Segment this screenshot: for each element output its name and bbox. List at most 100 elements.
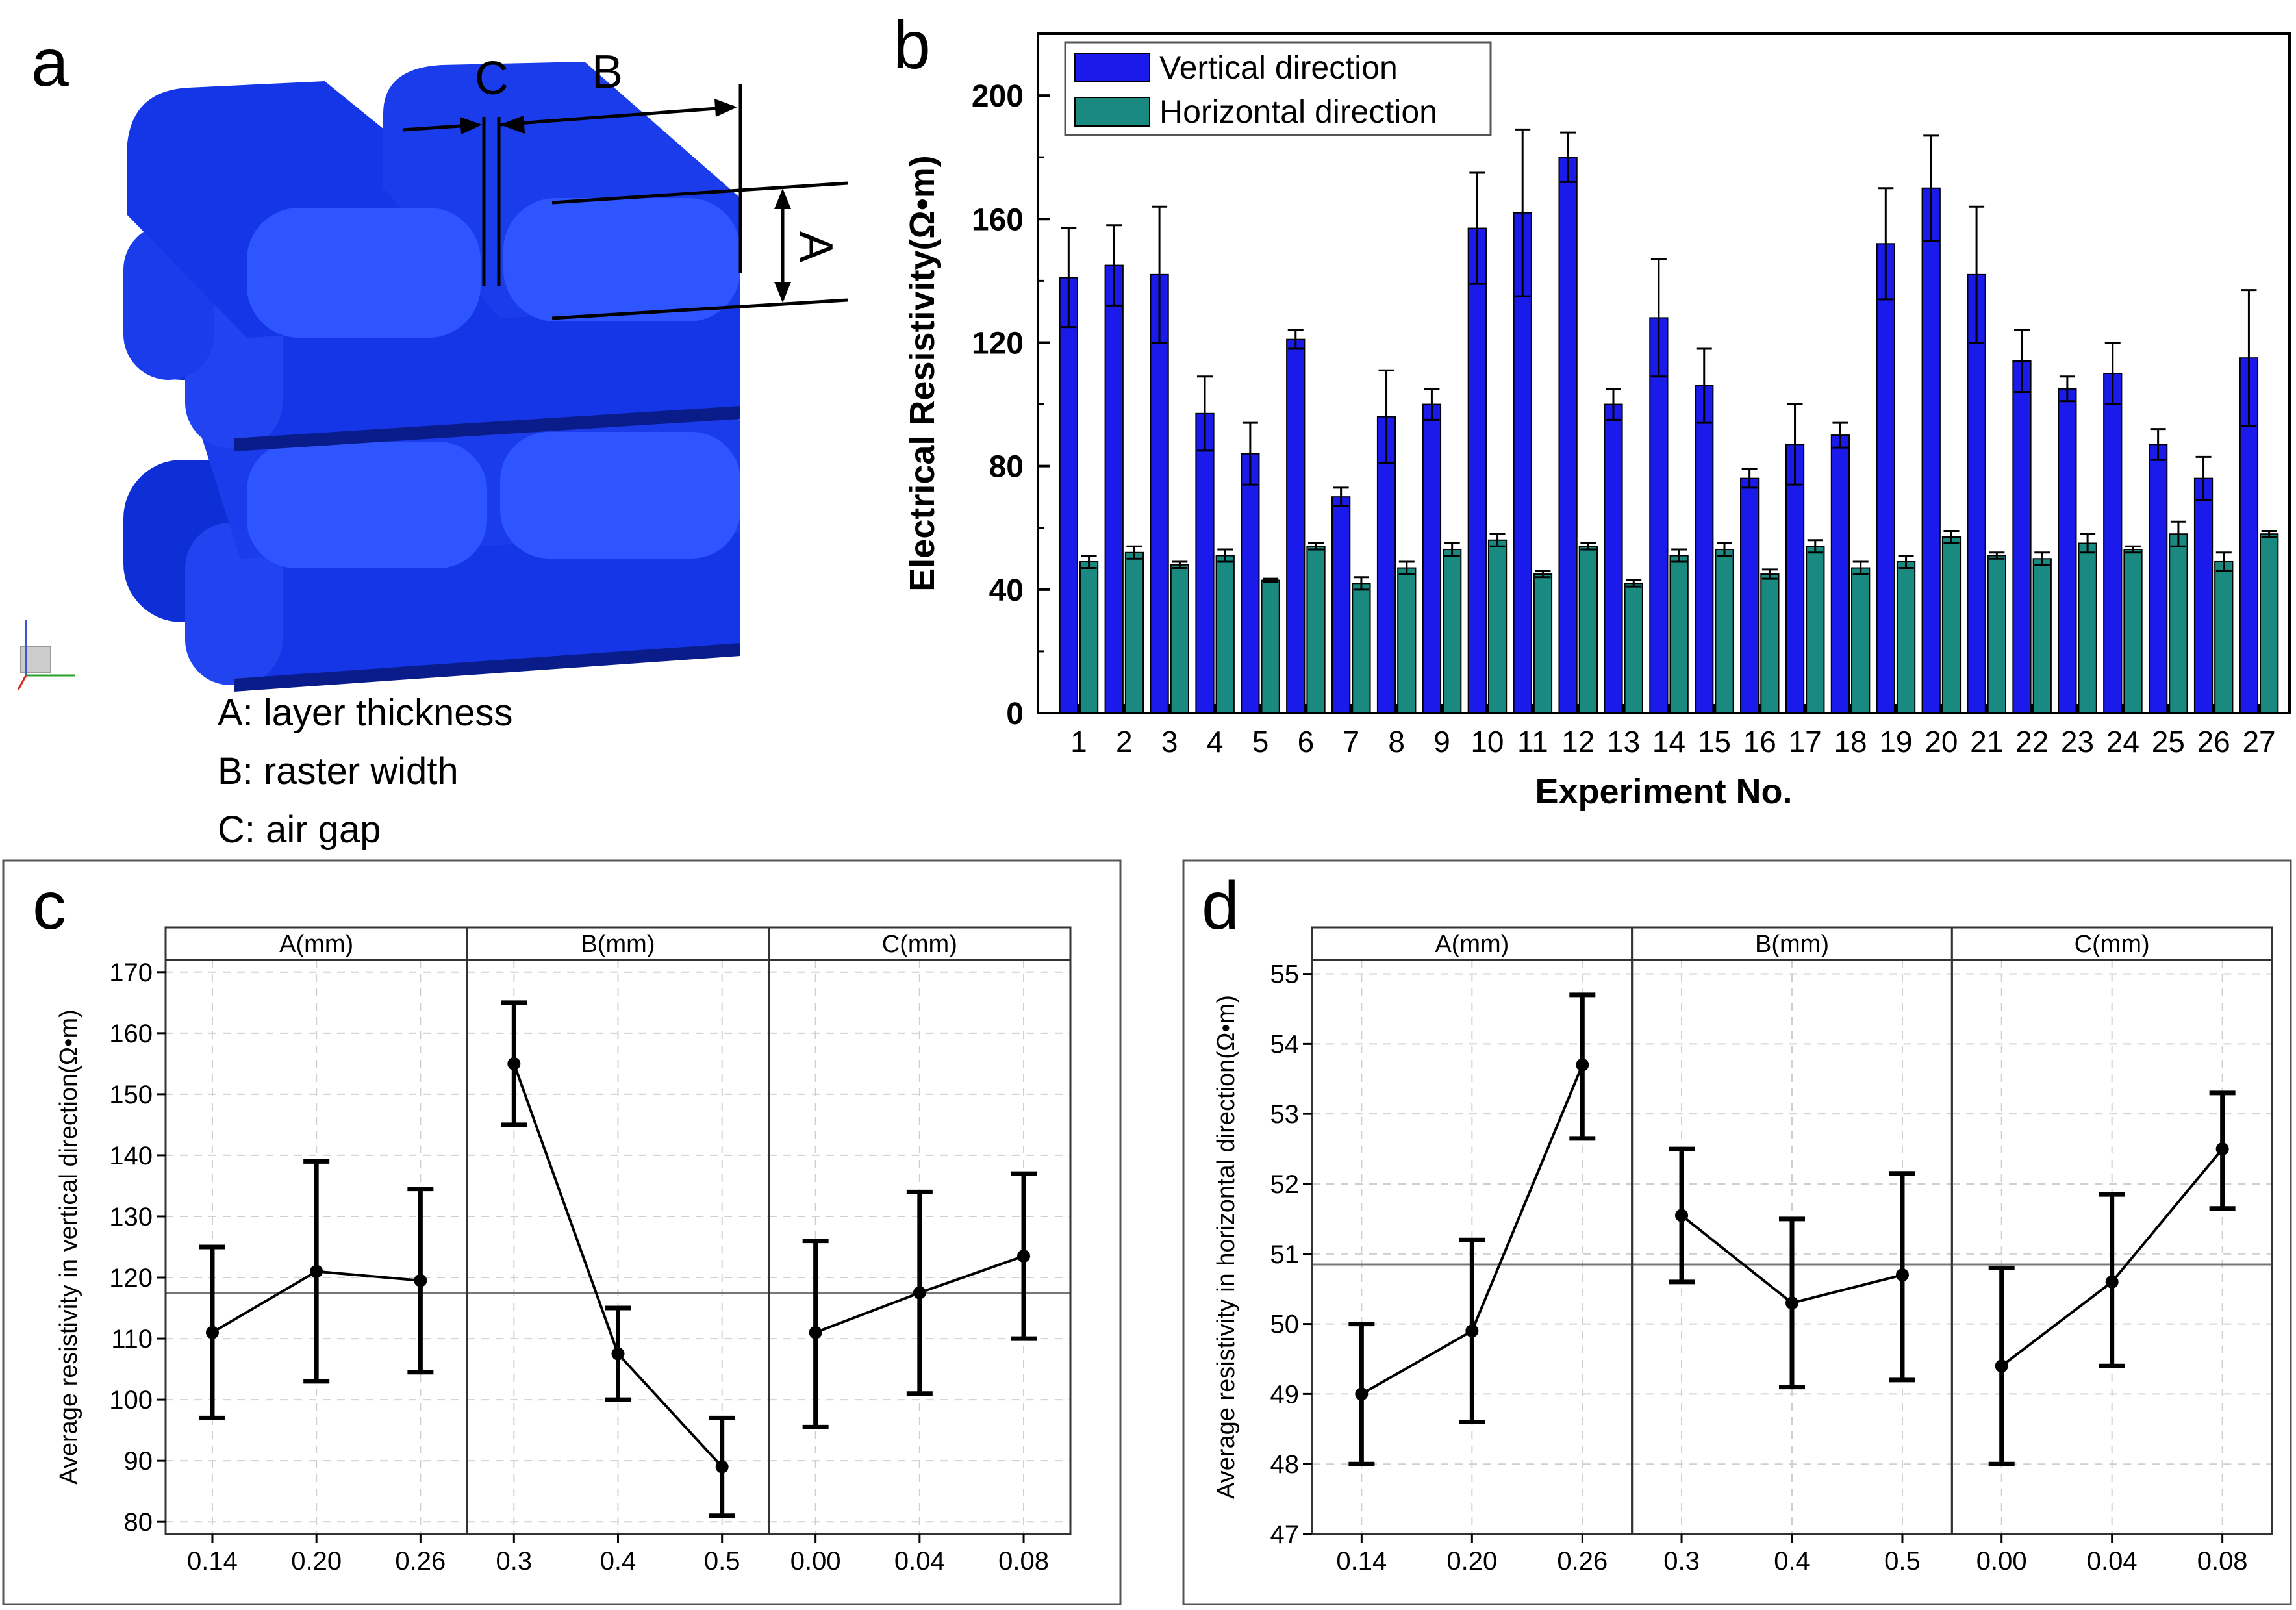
bar-vertical	[1695, 385, 1714, 714]
y-tick-label: 160	[109, 1020, 153, 1048]
facet-title: A(mm)	[1435, 931, 1509, 958]
x-tick-label: 0.04	[894, 1547, 945, 1576]
bar-horizontal	[1306, 546, 1326, 714]
mean-point	[1576, 1058, 1589, 1072]
raster-bottom-shadow	[234, 643, 740, 692]
bar-vertical	[1286, 338, 1306, 714]
x-tick-label: 0.5	[1884, 1547, 1921, 1576]
y-tick-label: 40	[989, 573, 1024, 608]
y-tick-label: 90	[124, 1447, 153, 1476]
facet-title: C(mm)	[882, 931, 957, 958]
x-tick-label: 19	[1879, 725, 1912, 759]
mean-point	[1465, 1324, 1479, 1338]
bar-vertical	[1921, 187, 1941, 714]
x-tick-label: 4	[1207, 725, 1224, 759]
mean-point	[715, 1460, 729, 1474]
y-tick-label: 52	[1270, 1170, 1300, 1199]
facet-title: B(mm)	[1755, 931, 1829, 958]
bar-horizontal	[1806, 546, 1825, 714]
legend-swatch-vertical	[1074, 53, 1150, 82]
mean-point	[1785, 1296, 1798, 1310]
y-tick-label: 47	[1270, 1520, 1300, 1549]
y-tick-label: 80	[989, 450, 1024, 484]
bar-vertical	[2149, 444, 2168, 714]
x-tick-label: 15	[1698, 725, 1731, 759]
x-tick-label: 18	[1834, 725, 1867, 759]
mean-point	[310, 1264, 323, 1278]
y-tick-label: 120	[109, 1264, 153, 1292]
bar-horizontal	[1397, 567, 1417, 714]
dim-c-arrowhead	[460, 117, 482, 134]
x-tick-label: 13	[1607, 725, 1640, 759]
bar-vertical	[1467, 227, 1487, 714]
dim-b-arrowhead-right	[714, 99, 737, 117]
x-tick-label: 0.3	[1663, 1547, 1700, 1576]
bar-horizontal	[1170, 564, 1189, 714]
facet-title: B(mm)	[581, 931, 655, 958]
panel-b-label: b	[893, 8, 931, 83]
panel-a-illustration: a	[17, 25, 848, 851]
mean-point	[1995, 1359, 2008, 1373]
bar-horizontal	[1851, 567, 1871, 714]
x-tick-label: 21	[1970, 725, 2003, 759]
panel-c-label: c	[32, 868, 66, 944]
raster-row2-face-right	[500, 432, 740, 559]
y-tick-label: 53	[1270, 1100, 1300, 1129]
y-tick-label: 150	[109, 1081, 153, 1109]
raster-top-face-right	[503, 198, 740, 321]
x-tick-label: 0.5	[704, 1547, 740, 1576]
dim-label-c: C	[475, 53, 509, 105]
y-axis-title: Average resistivity in horizontal direct…	[1213, 995, 1240, 1499]
raster-bottom-face	[185, 523, 283, 685]
bar-horizontal	[2032, 558, 2052, 714]
y-tick-label: 110	[111, 1325, 153, 1353]
y-tick-label: 120	[972, 326, 1024, 360]
legend-swatch-horizontal	[1074, 97, 1150, 127]
bar-horizontal	[2078, 542, 2097, 714]
x-tick-label: 0.3	[496, 1547, 533, 1576]
x-tick-label: 0.4	[1774, 1547, 1810, 1576]
mean-point	[1675, 1209, 1689, 1222]
y-tick-label: 200	[972, 79, 1024, 114]
bar-vertical	[1876, 243, 1895, 714]
x-tick-label: 27	[2242, 725, 2275, 759]
x-tick-label: 9	[1433, 725, 1450, 759]
bar-vertical	[1604, 403, 1623, 714]
x-axis-title: Experiment No.	[1535, 772, 1792, 811]
x-tick-label: 1	[1070, 725, 1087, 759]
mean-point	[2105, 1275, 2119, 1289]
main-effects-plot-area: A(mm) 0.14 0.20 0.26 B(mm) 0.3 0.4 0.5 C(mm) 0.00…	[1270, 926, 2273, 1576]
x-tick-label: 0.14	[1336, 1547, 1387, 1576]
x-tick-label: 2	[1116, 725, 1133, 759]
x-tick-label: 0.4	[600, 1547, 637, 1576]
y-tick-label: 0	[1006, 697, 1024, 731]
x-tick-label: 7	[1343, 725, 1359, 759]
y-tick-label: 170	[109, 959, 153, 987]
mean-point	[205, 1326, 219, 1339]
bar-horizontal	[1124, 551, 1144, 714]
dimension-arrowheads	[460, 99, 791, 303]
y-tick-label: 49	[1270, 1380, 1300, 1409]
x-tick-label: 26	[2197, 725, 2230, 759]
legend-a-layer-thickness: A: layer thickness	[218, 692, 513, 734]
y-tick-label: 80	[124, 1508, 153, 1537]
bar-horizontal	[1624, 583, 1643, 714]
x-tick-label: 0.20	[1446, 1547, 1497, 1576]
bar-horizontal	[1896, 561, 1916, 714]
bar-vertical	[1104, 264, 1124, 714]
x-tick-label: 16	[1743, 725, 1776, 759]
main-effects-plot-area: A(mm) 0.14 0.20 0.26 B(mm) 0.3 0.4 0.5 C(mm) 0.00…	[109, 926, 1072, 1576]
bar-vertical	[1331, 496, 1351, 714]
mean-point	[809, 1326, 822, 1339]
x-tick-label: 0.26	[395, 1547, 446, 1576]
legend-c-air-gap: C: air gap	[218, 809, 381, 851]
bar-horizontal	[1352, 583, 1371, 714]
dim-label-a: A	[790, 231, 842, 262]
mean-point	[611, 1347, 625, 1361]
bar-vertical	[1059, 277, 1078, 714]
panel-b-bar-chart: b Electrical Resistivity(Ω•m) Experiment…	[893, 8, 2291, 811]
bar-horizontal	[1760, 573, 1780, 714]
y-tick-label: 48	[1270, 1450, 1300, 1479]
